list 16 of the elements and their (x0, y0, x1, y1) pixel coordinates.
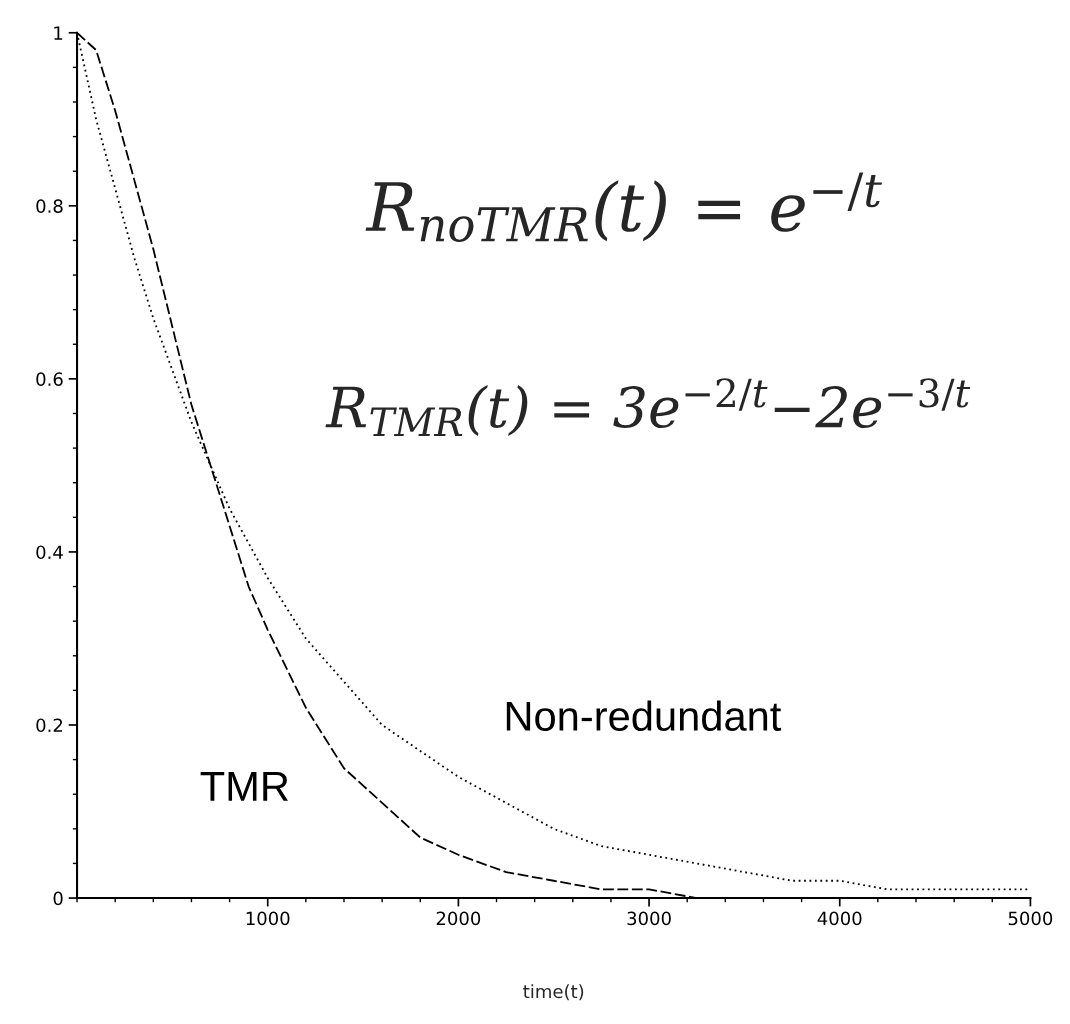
y-tick-label: 0.8 (36, 199, 63, 213)
annotation: R$_{TMR}$(t) = 3e$^{−2/t}$−2e$^{−3/t}$ (325, 378, 971, 436)
series-label: TMR (200, 772, 289, 801)
x-tick-label: 2000 (436, 911, 481, 926)
y-tick-label: 0.6 (36, 372, 63, 386)
series-label: Non-redundant (506, 700, 782, 731)
annotation: R$_{noTMR}$(t) = e$^{−/t}$ (365, 172, 883, 242)
y-tick-label: 1 (54, 26, 63, 40)
y-tick-label: 0.2 (36, 718, 63, 733)
y-tick-label: 0.4 (36, 545, 63, 560)
x-tick-label: 4000 (817, 911, 862, 926)
x-axis-title: time(t) (523, 984, 584, 1001)
x-tick-label: 3000 (627, 911, 671, 926)
x-tick-label: 5000 (1008, 911, 1053, 926)
x-tick-label: 1000 (246, 911, 290, 926)
y-tick-label: 0 (53, 891, 63, 906)
